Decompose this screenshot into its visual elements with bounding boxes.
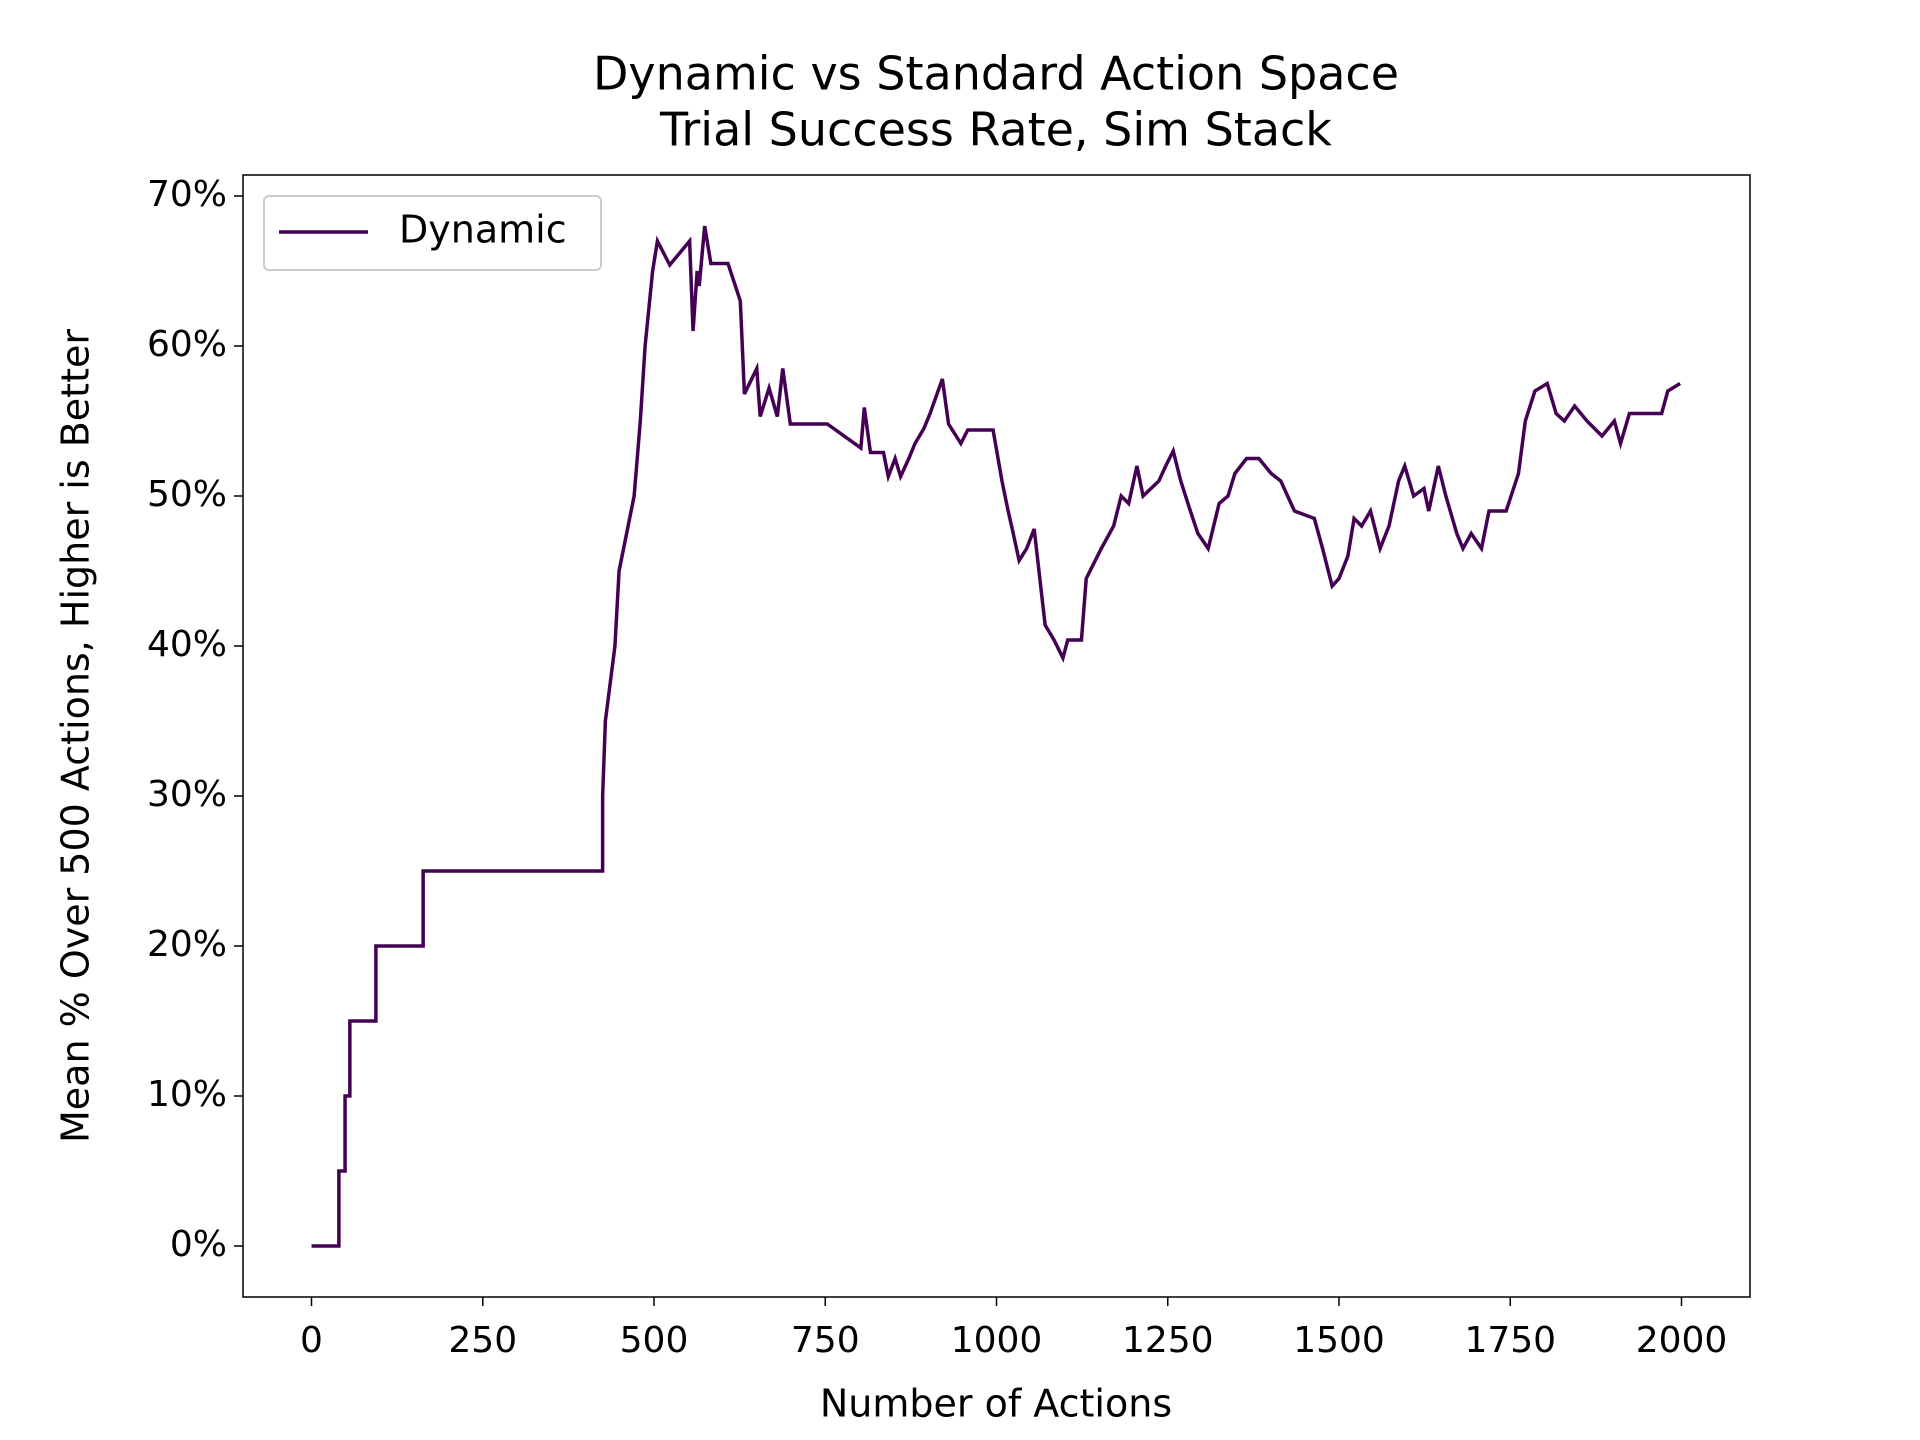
y-tick-label: 60% bbox=[147, 324, 227, 365]
y-axis-label: Mean % Over 500 Actions, Higher is Bette… bbox=[54, 329, 98, 1143]
legend: Dynamic bbox=[263, 195, 602, 271]
plot-frame bbox=[242, 174, 1751, 1298]
y-tick-label: 0% bbox=[170, 1224, 227, 1265]
legend-label: Dynamic bbox=[399, 208, 567, 252]
y-tick-label: 20% bbox=[147, 924, 227, 965]
x-tick-label: 250 bbox=[448, 1320, 517, 1361]
x-tick-label: 1500 bbox=[1293, 1320, 1385, 1361]
data-line bbox=[311, 225, 1682, 1248]
chart-title: Dynamic vs Standard Action Space bbox=[593, 47, 1399, 101]
x-tick-label: 750 bbox=[791, 1320, 860, 1361]
y-tick-label: 30% bbox=[147, 774, 227, 815]
x-tick-label: 1750 bbox=[1464, 1320, 1556, 1361]
x-tick-label: 1250 bbox=[1122, 1320, 1214, 1361]
x-tick-label: 2000 bbox=[1636, 1320, 1728, 1361]
x-tick-label: 0 bbox=[300, 1320, 323, 1361]
y-tick-label: 40% bbox=[147, 624, 227, 665]
y-tick-label: 10% bbox=[147, 1074, 227, 1115]
y-tick-label: 50% bbox=[147, 474, 227, 515]
y-tick-label: 70% bbox=[147, 174, 227, 215]
x-tick-label: 1000 bbox=[951, 1320, 1043, 1361]
x-axis-label: Number of Actions bbox=[820, 1382, 1172, 1426]
chart-subtitle: Trial Success Rate, Sim Stack bbox=[659, 103, 1332, 157]
x-tick-label: 500 bbox=[620, 1320, 689, 1361]
legend-box bbox=[263, 195, 602, 271]
